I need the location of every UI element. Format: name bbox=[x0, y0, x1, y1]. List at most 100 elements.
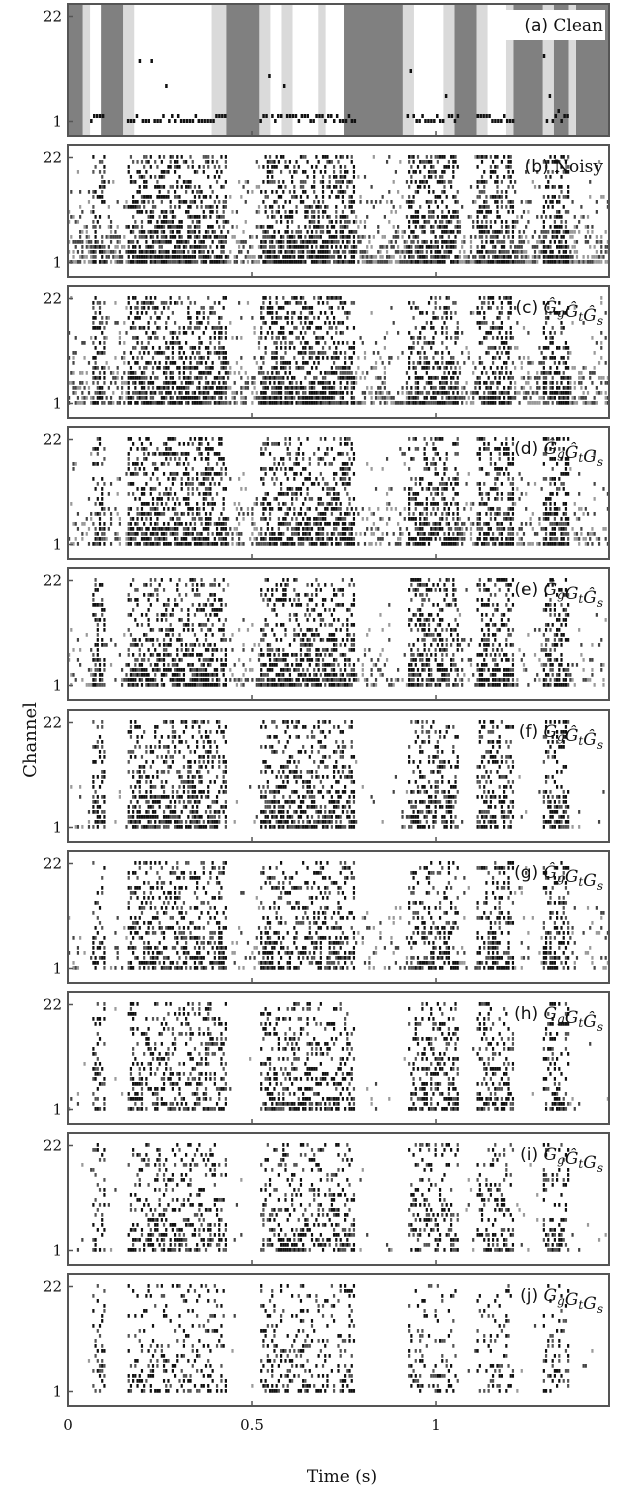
mask-cell bbox=[225, 472, 227, 476]
mask-cell bbox=[335, 401, 337, 405]
mask-cell bbox=[417, 351, 419, 355]
mask-cell bbox=[110, 542, 112, 546]
mask-cell bbox=[485, 225, 487, 229]
mask-cell bbox=[214, 537, 216, 541]
mask-cell bbox=[161, 532, 163, 536]
mask-cell bbox=[147, 381, 149, 385]
mask-cell bbox=[326, 396, 328, 400]
mask-cell bbox=[507, 376, 509, 380]
mask-cell bbox=[119, 537, 121, 541]
mask-cell bbox=[150, 512, 152, 516]
mask-cell bbox=[196, 220, 198, 224]
mask-cell bbox=[510, 160, 512, 164]
mask-cell bbox=[322, 255, 324, 259]
mask-cell bbox=[571, 366, 573, 370]
mask-cell bbox=[494, 165, 496, 169]
mask-cell bbox=[412, 215, 414, 219]
mask-cell bbox=[448, 391, 450, 395]
mask-cell bbox=[333, 225, 335, 229]
mask-cell bbox=[501, 371, 503, 375]
mask-cell bbox=[128, 492, 130, 496]
mask-cell bbox=[430, 160, 432, 164]
mask-cell bbox=[351, 180, 353, 184]
mask-cell bbox=[178, 245, 180, 249]
mask-cell bbox=[426, 396, 428, 400]
mask-cell bbox=[295, 210, 297, 214]
mask-cell bbox=[441, 180, 443, 184]
mask-cell bbox=[446, 205, 448, 209]
mask-cell bbox=[443, 185, 445, 189]
mask-cell bbox=[163, 462, 165, 466]
mask-cell bbox=[318, 381, 320, 385]
mask-cell bbox=[128, 381, 130, 385]
mask-cell bbox=[178, 386, 180, 390]
mask-cell bbox=[278, 180, 280, 184]
mask-cell bbox=[216, 180, 218, 184]
mask-cell bbox=[408, 356, 410, 360]
mask-cell bbox=[167, 366, 169, 370]
mask-cell bbox=[238, 502, 240, 506]
mask-cell bbox=[108, 235, 110, 239]
mask-cell bbox=[521, 376, 523, 380]
mask-cell bbox=[554, 331, 556, 335]
mask-cell bbox=[156, 220, 158, 224]
mask-cell bbox=[585, 240, 587, 244]
mask-cell bbox=[481, 180, 483, 184]
mask-cell bbox=[527, 220, 529, 224]
mask-cell bbox=[516, 391, 518, 395]
mask-cell bbox=[112, 401, 114, 405]
mask-cell bbox=[216, 391, 218, 395]
mask-cell bbox=[139, 542, 141, 546]
mask-cell bbox=[351, 155, 353, 159]
mask-cell bbox=[565, 240, 567, 244]
mask-cell bbox=[165, 537, 167, 541]
mask-cell bbox=[580, 396, 582, 400]
mask-cell bbox=[443, 366, 445, 370]
mask-cell bbox=[269, 381, 271, 385]
mask-cell bbox=[545, 386, 547, 390]
mask-cell bbox=[293, 240, 295, 244]
mask-cell bbox=[441, 235, 443, 239]
mask-cell bbox=[174, 437, 176, 441]
mask-cell bbox=[212, 205, 214, 209]
mask-cell bbox=[353, 170, 355, 174]
mask-cell bbox=[97, 326, 99, 330]
mask-cell bbox=[468, 255, 470, 259]
mask-cell bbox=[273, 381, 275, 385]
mask-cell bbox=[227, 371, 229, 375]
mask-cell bbox=[337, 260, 339, 264]
mask-cell bbox=[503, 240, 505, 244]
mask-cell bbox=[490, 225, 492, 229]
mask-cell bbox=[291, 255, 293, 259]
mask-cell bbox=[600, 250, 602, 254]
mask-cell bbox=[203, 155, 205, 159]
mask-cell bbox=[136, 396, 138, 400]
mask-cell bbox=[353, 190, 355, 194]
mask-cell bbox=[276, 356, 278, 360]
mask-cell bbox=[313, 185, 315, 189]
mask-cell bbox=[397, 356, 399, 360]
mask-cell bbox=[337, 391, 339, 395]
mask-cell bbox=[437, 225, 439, 229]
mask-cell bbox=[267, 331, 269, 335]
mask-cell bbox=[88, 235, 90, 239]
mask-cell bbox=[452, 175, 454, 179]
mask-cell bbox=[77, 240, 79, 244]
mask-cell bbox=[198, 250, 200, 254]
mask-cell bbox=[326, 356, 328, 360]
mask-cell bbox=[189, 522, 191, 526]
mask-cell bbox=[435, 301, 437, 305]
mask-cell bbox=[154, 331, 156, 335]
mask-cell bbox=[256, 225, 258, 229]
mask-cell bbox=[298, 250, 300, 254]
mask-cell bbox=[496, 210, 498, 214]
mask-cell bbox=[101, 497, 103, 501]
mask-cell bbox=[92, 326, 94, 330]
mask-cell bbox=[205, 260, 207, 264]
panel-d: 122(d) ĜgĜtGs bbox=[43, 427, 609, 559]
mask-cell bbox=[187, 381, 189, 385]
mask-cell bbox=[167, 507, 169, 511]
mask-cell bbox=[333, 321, 335, 325]
mask-cell bbox=[318, 301, 320, 305]
mask-cell bbox=[538, 361, 540, 365]
